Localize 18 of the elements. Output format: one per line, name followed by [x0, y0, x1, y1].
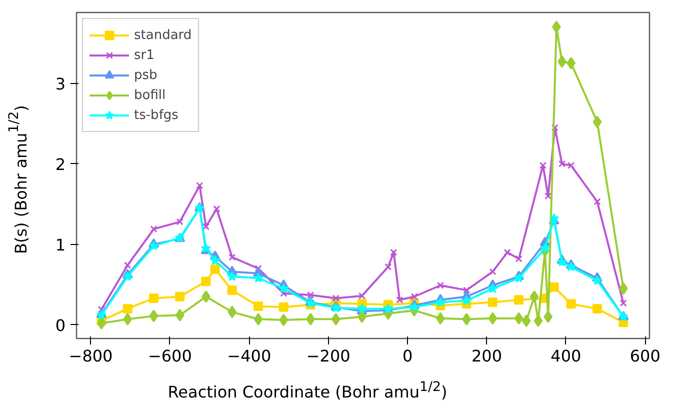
legend-label: sr1 — [134, 48, 154, 62]
legend-label: ts-bfgs — [134, 108, 178, 122]
x-tick-label: −400 — [227, 346, 272, 366]
legend-label: bofill — [134, 88, 166, 102]
y-tick-label: 3 — [55, 74, 66, 94]
y-tick-label: 0 — [55, 316, 66, 335]
x-tick-label: 200 — [471, 346, 502, 366]
x-tick-label: −200 — [306, 346, 350, 366]
legend-label: psb — [134, 68, 158, 82]
x-tick-label: 600 — [630, 346, 660, 366]
x-axis-title: Reaction Coordinate (Bohr amu$^{1/2}$) — [168, 379, 448, 402]
legend-label: standard — [134, 28, 192, 42]
x-tick-label: −800 — [68, 346, 113, 366]
x-tick-label: 0 — [402, 346, 413, 366]
y-tick-label: 1 — [55, 235, 66, 254]
y-tick-label: 2 — [55, 154, 66, 174]
x-tick-label: −600 — [148, 346, 192, 366]
x-tick-label: 400 — [550, 346, 582, 366]
